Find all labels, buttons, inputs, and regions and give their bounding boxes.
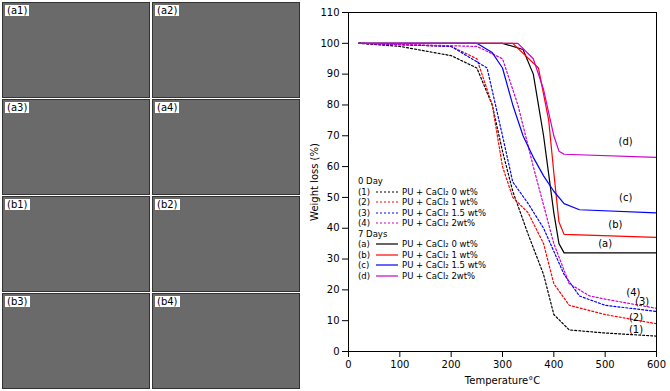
svg-text:200: 200	[442, 359, 461, 370]
svg-text:0: 0	[345, 359, 351, 370]
html-text:(b3): (b3)	[7, 296, 28, 307]
svg-text:30: 30	[327, 253, 340, 264]
html-text:PU + CaCl₂ 2wt%: PU + CaCl₂ 2wt%	[402, 270, 476, 281]
html-text:PU + CaCl₂ 1.5 wt%: PU + CaCl₂ 1.5 wt%	[402, 260, 486, 270]
svg-text:(3): (3)	[635, 296, 649, 307]
svg-text:500: 500	[596, 359, 615, 370]
html-text:(c): (c)	[358, 260, 370, 270]
html-text:(a3): (a3)	[7, 102, 28, 113]
svg-text:100: 100	[320, 38, 339, 49]
html-text:PU + CaCl₂ 2wt%: PU + CaCl₂ 2wt%	[402, 218, 476, 228]
svg-text:Weight loss (%): Weight loss (%)	[309, 143, 320, 221]
html-text:(a1): (a1)	[7, 5, 28, 16]
html-text:(b2): (b2)	[157, 199, 178, 210]
svg-text:10: 10	[327, 315, 340, 326]
html-text:PU + CaCl₂ 0 wt%: PU + CaCl₂ 0 wt%	[402, 239, 478, 249]
svg-text:(c): (c)	[619, 192, 632, 203]
html-text:PU + CaCl₂ 0 wt%: PU + CaCl₂ 0 wt%	[402, 186, 478, 197]
html-text:(d): (d)	[358, 270, 370, 281]
svg-text:80: 80	[327, 99, 340, 110]
svg-text:110: 110	[320, 7, 339, 18]
html-text:(3): (3)	[358, 207, 370, 218]
svg-text:(b): (b)	[608, 219, 622, 230]
html-text:(a): (a)	[358, 239, 370, 249]
svg-text:0: 0	[333, 346, 339, 357]
html-text:(a2): (a2)	[157, 5, 178, 16]
html-text:(a4): (a4)	[157, 102, 178, 113]
svg-text:(d): (d)	[619, 136, 633, 147]
svg-text:600: 600	[647, 359, 666, 370]
html-text:PU + CaCl₂ 1.5 wt%: PU + CaCl₂ 1.5 wt%	[402, 207, 486, 218]
html-text:PU + CaCl₂ 1 wt%: PU + CaCl₂ 1 wt%	[402, 249, 478, 260]
svg-text:60: 60	[327, 161, 340, 172]
svg-text:50: 50	[327, 192, 340, 203]
svg-text:(a): (a)	[598, 238, 612, 249]
html-text:(2): (2)	[358, 197, 370, 207]
svg-text:(2): (2)	[629, 312, 643, 323]
html-text:(1): (1)	[358, 186, 370, 197]
html-text:0 Day: 0 Day	[358, 176, 383, 186]
svg-text:Temperature°C: Temperature°C	[464, 375, 540, 386]
svg-text:20: 20	[327, 284, 340, 295]
svg-text:(1): (1)	[629, 324, 643, 335]
svg-text:(4): (4)	[626, 287, 641, 299]
html-text:(b1): (b1)	[7, 199, 28, 210]
html-text:(b): (b)	[358, 249, 370, 260]
svg-text:100: 100	[390, 359, 409, 370]
svg-text:70: 70	[327, 130, 340, 141]
html-text:PU + CaCl₂ 1 wt%: PU + CaCl₂ 1 wt%	[402, 197, 478, 207]
svg-text:300: 300	[493, 359, 512, 370]
svg-text:40: 40	[327, 222, 340, 233]
html-text:(b4): (b4)	[157, 296, 178, 307]
svg-text:400: 400	[544, 359, 563, 370]
html-text:7 Days: 7 Days	[358, 228, 388, 239]
svg-text:90: 90	[327, 68, 340, 79]
html-text:(4): (4)	[358, 218, 370, 228]
